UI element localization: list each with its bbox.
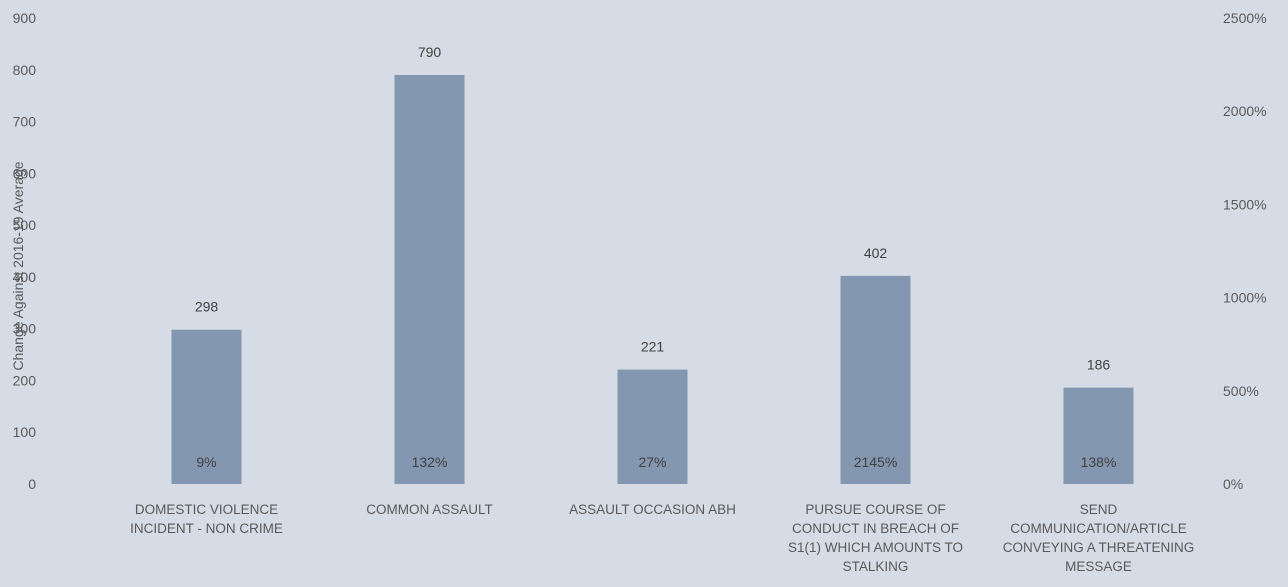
bar-value-label: 790 (418, 44, 442, 60)
y2-tick-label: 1000% (1223, 290, 1267, 306)
y2-tick-label: 1500% (1223, 196, 1267, 212)
bar-percent-label: 27% (638, 454, 666, 470)
category-label: SEND COMMUNICATION/ARTICLE CONVEYING A THR… (1003, 502, 1195, 574)
bar-percent-label: 138% (1081, 454, 1117, 470)
y-tick-label: 100 (13, 424, 37, 440)
y-tick-label: 900 (13, 10, 37, 26)
bar (1063, 387, 1134, 484)
y-axis-title: Change Against 2016-19 Average (10, 161, 26, 370)
bar-percent-label: 132% (412, 454, 448, 470)
bar (171, 329, 242, 484)
category-label: DOMESTIC VIOLENCE INCIDENT - NON CRIME (130, 502, 283, 536)
bar-percent-label: 9% (196, 454, 216, 470)
bar-value-label: 402 (864, 245, 888, 261)
y-tick-label: 800 (13, 62, 37, 78)
bars (171, 74, 1134, 484)
value-labels: 298 790 221 402 186 (195, 44, 1111, 373)
bar (394, 74, 465, 484)
y-tick-label: 600 (13, 165, 37, 181)
bar-value-label: 298 (195, 299, 219, 315)
y-tick-label: 500 (13, 217, 37, 233)
category-labels: DOMESTIC VIOLENCE INCIDENT - NON CRIME COM… (130, 502, 1194, 574)
y2-tick-label: 500% (1223, 383, 1259, 399)
bar-value-label: 221 (641, 339, 665, 355)
y2-tick-label: 2000% (1223, 103, 1267, 119)
y-tick-label: 400 (13, 269, 37, 285)
y2-tick-label: 0% (1223, 476, 1243, 492)
bar-value-label: 186 (1087, 357, 1111, 373)
y-tick-label: 200 (13, 372, 37, 388)
category-label: PURSUE COURSE OF CONDUCT IN BREACH OF S1(1… (788, 502, 963, 574)
y-tick-label: 300 (13, 321, 37, 337)
bar (617, 369, 688, 484)
y-tick-label: 700 (13, 114, 37, 130)
category-label: ASSAULT OCCASION ABH (569, 502, 736, 517)
bar (840, 275, 911, 484)
category-label: COMMON ASSAULT (366, 502, 493, 517)
y2-tick-label: 2500% (1223, 10, 1267, 26)
y-axis-ticks: 0 100 200 300 400 500 600 700 800 900 (13, 10, 37, 492)
y-tick-label: 0 (28, 476, 36, 492)
y2-axis-ticks: 0% 500% 1000% 1500% 2000% 2500% (1223, 10, 1267, 492)
bar-percent-label: 2145% (854, 454, 898, 470)
percent-labels: 9% 132% 27% 2145% 138% (196, 454, 1116, 470)
